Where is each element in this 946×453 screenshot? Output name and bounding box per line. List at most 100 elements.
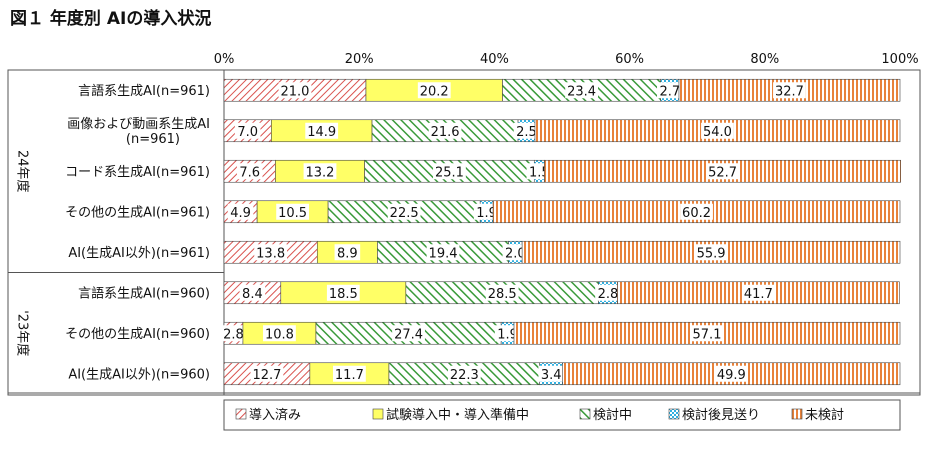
x-tick-label: 80% [750, 52, 779, 67]
data-label-bg [220, 325, 247, 342]
data-label-bg [254, 244, 288, 261]
data-label: 11.7 [335, 368, 364, 383]
data-label-bg [417, 82, 451, 99]
legend-swatch [235, 408, 247, 420]
data-label-bg [694, 244, 728, 261]
data-label-bg [303, 163, 337, 180]
category-label: コード系生成AI(n=961) [65, 165, 210, 180]
chart-title: 図１ 年度別 AIの導入状況 [10, 8, 211, 29]
data-label: 7.0 [237, 125, 258, 140]
x-tick-label: 40% [480, 52, 509, 67]
legend-swatch [668, 408, 680, 420]
data-label: 60.2 [682, 206, 711, 221]
data-label: 18.5 [329, 287, 358, 302]
data-label-bg [513, 122, 540, 139]
data-label: 19.4 [429, 246, 458, 261]
data-label: 2.0 [505, 246, 526, 261]
data-label: 22.3 [450, 368, 479, 383]
data-label: 4.9 [230, 206, 251, 221]
category-label: 言語系生成AI(n=960) [78, 285, 210, 301]
data-label-bg [326, 284, 360, 301]
data-label: 28.5 [488, 287, 517, 302]
data-label-bg [250, 365, 284, 382]
data-label: 22.5 [390, 206, 419, 221]
legend-swatch [372, 408, 384, 420]
data-label-bg [485, 284, 519, 301]
data-label: 27.4 [394, 327, 423, 342]
data-label-bg [538, 365, 564, 382]
plot-frame [7, 69, 921, 396]
data-label: 23.4 [567, 84, 596, 99]
data-label-bg [239, 284, 266, 301]
category-label: 言語系生成AI(n=961) [78, 83, 210, 99]
data-label-bg [392, 325, 425, 342]
data-label-bg [433, 163, 466, 180]
data-label: 2.8 [223, 327, 244, 342]
data-label-bg [234, 122, 261, 139]
data-label-bg [690, 325, 724, 342]
data-label: 7.6 [239, 165, 260, 180]
x-tick-label: 20% [345, 52, 374, 67]
data-label-bg [276, 203, 310, 220]
data-label: 25.1 [435, 165, 464, 180]
category-label: AI(生成AI以外)(n=960) [68, 367, 210, 382]
data-label: 41.7 [744, 287, 773, 302]
data-label: 13.8 [256, 246, 285, 261]
data-label-bg [773, 82, 806, 99]
data-label: 8.4 [242, 287, 263, 302]
data-label-bg [263, 325, 296, 342]
data-label: 14.9 [307, 125, 336, 140]
data-label: 12.7 [252, 368, 281, 383]
legend-swatch [579, 408, 591, 420]
data-label: 1.9 [497, 327, 518, 342]
x-tick-label: 0% [214, 52, 235, 67]
data-label: 2.7 [659, 84, 680, 99]
data-label-bg [227, 203, 254, 220]
data-label-bg [426, 244, 460, 261]
category-label: 画像および動画系生成AI (n=961) [67, 117, 210, 147]
data-label-bg [428, 122, 462, 139]
data-label-bg [706, 163, 739, 180]
data-label: 54.0 [703, 125, 732, 140]
data-label-bg [701, 122, 734, 139]
data-label: 10.5 [278, 206, 307, 221]
data-label: 8.9 [337, 246, 358, 261]
data-label-bg [334, 244, 361, 261]
legend-box [223, 399, 901, 431]
data-label: 49.9 [717, 368, 746, 383]
data-label: 52.7 [708, 165, 737, 180]
legend-label: 検討中 [593, 407, 632, 423]
legend-label: 導入済み [249, 407, 301, 423]
category-label: AI(生成AI以外)(n=961) [68, 246, 210, 261]
data-label-bg [714, 365, 748, 382]
legend-label: 未検討 [805, 407, 844, 423]
group-label: 24年度 [15, 150, 31, 193]
group-label: '23年度 [15, 310, 31, 356]
data-label: 32.7 [775, 84, 804, 99]
x-tick-label: 100% [881, 52, 918, 67]
x-tick-label: 60% [615, 52, 644, 67]
data-label: 13.2 [306, 165, 335, 180]
data-label: 21.0 [281, 84, 310, 99]
data-label: 2.5 [516, 125, 537, 140]
data-label: 55.9 [697, 246, 726, 261]
legend-label: 検討後見送り [682, 407, 760, 423]
data-label-bg [236, 163, 263, 180]
legend-label: 試験導入中・導入準備中 [386, 407, 529, 423]
data-label: 3.4 [541, 368, 562, 383]
data-label: 10.8 [265, 327, 294, 342]
data-label-bg [447, 365, 481, 382]
data-label-bg [595, 284, 621, 301]
data-label-bg [680, 203, 713, 220]
data-label-bg [278, 82, 312, 99]
legend-swatch [791, 408, 803, 420]
data-label: 2.8 [598, 287, 619, 302]
data-label-bg [387, 203, 421, 220]
category-label: その他の生成AI(n=961) [65, 205, 210, 220]
data-label: 1.9 [476, 206, 497, 221]
data-label: 20.2 [420, 84, 449, 99]
data-label-bg [565, 82, 599, 99]
category-label: その他の生成AI(n=960) [65, 327, 210, 342]
data-label: 21.6 [431, 125, 460, 140]
